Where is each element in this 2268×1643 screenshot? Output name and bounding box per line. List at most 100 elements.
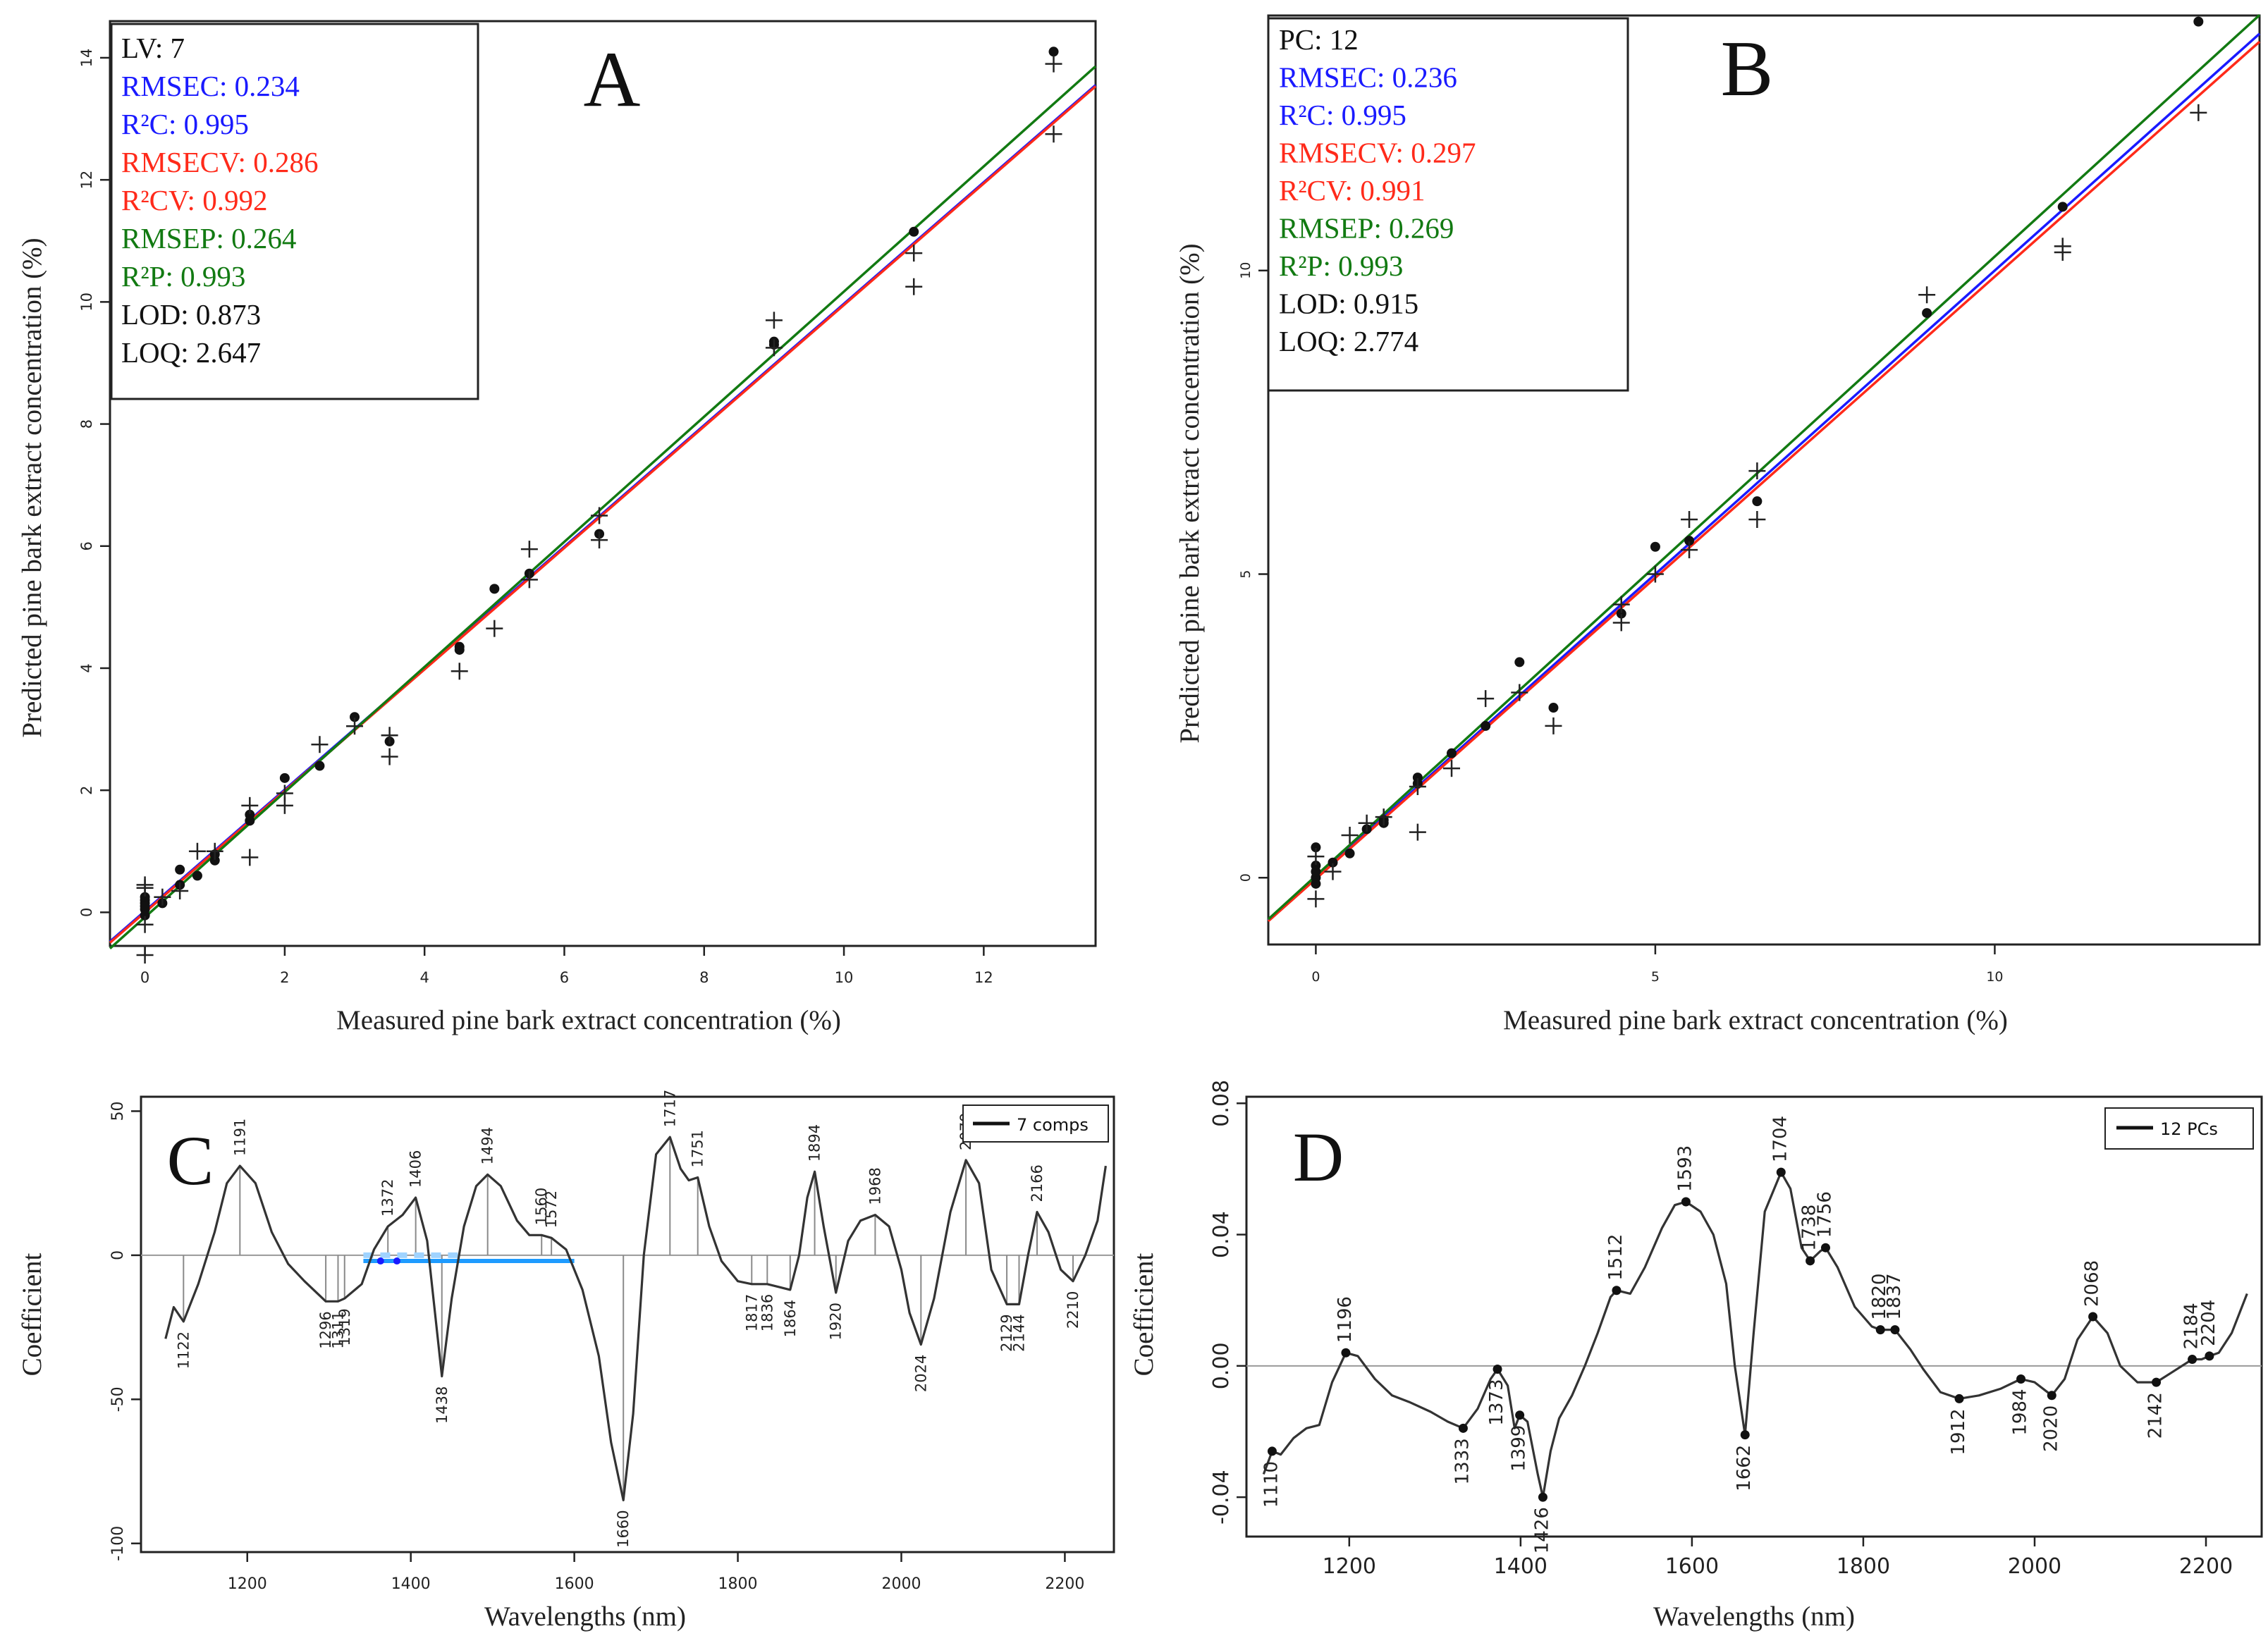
- panel-a: 0 2 4 6 8 10 12 0 2 4 6 8 10 12 14 LV: 7 RMSEC: 0.234 R²…: [17, 20, 1097, 1035]
- scatter-point-plus: [765, 312, 783, 329]
- scatter-point-dot: [1311, 842, 1321, 853]
- x-tick-label-c: 1200: [228, 1575, 267, 1593]
- stat-line: LOD: 0.873: [121, 298, 261, 331]
- peak-label: 2129: [998, 1314, 1015, 1351]
- peak-label: 2210: [1065, 1291, 1081, 1329]
- plot-frame-c: [140, 1095, 1115, 1553]
- scatter-point-plus: [1375, 808, 1392, 826]
- peak-label: 1438: [434, 1386, 450, 1424]
- peak-label: 1373: [1486, 1379, 1507, 1426]
- scatter-point-dot: [454, 644, 465, 655]
- peak-label: 1756: [1814, 1191, 1835, 1238]
- highlight-dot: [393, 1257, 400, 1265]
- scatter-point-plus: [136, 916, 154, 933]
- x-axis-title-a: Measured pine bark extract concentration…: [336, 1005, 841, 1035]
- y-tick-label-b: 5: [1238, 570, 1253, 578]
- peak-label: 1311: [329, 1311, 346, 1348]
- y-tick-label-a: 14: [78, 49, 95, 68]
- x-tick-label-d: 2200: [2179, 1554, 2233, 1579]
- scatter-point-plus: [1748, 462, 1766, 480]
- y-tick-label-b: 10: [1238, 262, 1253, 279]
- y-tick-label-d: 0.08: [1209, 1080, 1234, 1127]
- peak-label: 1406: [407, 1150, 424, 1188]
- peak-label: 1319: [336, 1308, 353, 1346]
- peak-point: [1954, 1393, 1964, 1403]
- x-tick-label-b: 10: [1986, 969, 2003, 985]
- scatter-point-dot: [175, 864, 185, 875]
- stat-line: RMSEC: 0.234: [121, 70, 300, 102]
- x-tick-label-a: 4: [419, 969, 429, 986]
- peak-point: [2088, 1312, 2098, 1322]
- scatter-point-plus: [486, 620, 503, 637]
- peak-point: [1492, 1365, 1502, 1374]
- stat-line: LOD: 0.915: [1279, 288, 1418, 320]
- stat-line: R²P: 0.993: [121, 260, 245, 293]
- stat-line: LV: 7: [121, 32, 185, 64]
- peak-label: 1717: [661, 1090, 678, 1127]
- scatter-point-plus: [1612, 596, 1630, 613]
- legend-d: 12 PCs: [2104, 1107, 2254, 1150]
- scatter-point-dot: [1481, 720, 1491, 731]
- peak-label: 1968: [866, 1167, 883, 1205]
- scatter-point-plus: [136, 946, 154, 964]
- x-tick-label-c: 2000: [881, 1575, 921, 1593]
- peak-point: [1612, 1286, 1622, 1296]
- scatter-point-plus: [171, 882, 189, 900]
- peak-label: 1836: [759, 1294, 776, 1331]
- peak-point: [1806, 1256, 1815, 1266]
- peak-point: [1538, 1492, 1547, 1502]
- scatter-point-plus: [1307, 890, 1325, 908]
- scatter-point-plus: [1918, 286, 1936, 304]
- x-tick-label-d: 1400: [1494, 1554, 1547, 1579]
- scatter-point-plus: [1511, 684, 1528, 701]
- scatter-point-plus: [154, 888, 171, 906]
- peak-label: 1864: [782, 1300, 799, 1337]
- panel-label-d: D: [1293, 1118, 1344, 1196]
- plot-frame-d: [1245, 1095, 2263, 1538]
- peak-label: 1110: [1261, 1461, 1282, 1508]
- stat-line: LOQ: 2.774: [1279, 325, 1418, 357]
- peak-label: 2184: [2181, 1303, 2202, 1349]
- peak-label: 2144: [1010, 1314, 1027, 1351]
- peak-point: [1267, 1446, 1277, 1456]
- scatter-point-plus: [2190, 104, 2207, 121]
- scatter-point-dot: [350, 712, 360, 722]
- peak-point: [2016, 1374, 2026, 1384]
- panel-label-c: C: [167, 1121, 214, 1200]
- x-tick-label-a: 0: [140, 969, 149, 986]
- x-tick-label-d: 2000: [2008, 1554, 2061, 1579]
- stats-box-b: [1267, 17, 1629, 392]
- legend-label-d: 12 PCs: [2160, 1119, 2218, 1139]
- stat-line: RMSEC: 0.236: [1279, 61, 1457, 94]
- scatter-point-plus: [1681, 510, 1698, 528]
- axis-ticks-b: 0 5 10 0 5 10: [1238, 262, 2004, 985]
- scatter-point-plus: [381, 727, 398, 744]
- scatter-point-dot: [909, 226, 919, 237]
- stat-line: R²CV: 0.992: [121, 184, 267, 216]
- data-marks-a: [109, 47, 1097, 964]
- y-tick-label-b: 0: [1238, 873, 1253, 882]
- x-tick-label-a: 10: [835, 969, 854, 986]
- y-tick-label-a: 8: [78, 419, 95, 429]
- peak-label: 1820: [1869, 1273, 1890, 1319]
- stat-line: RMSECV: 0.297: [1279, 137, 1476, 169]
- scatter-point-plus: [381, 748, 398, 765]
- stats-box-a: [110, 23, 479, 400]
- axis-ticks-a: 0 2 4 6 8 10 12 0 2 4 6 8 10 12 14: [78, 49, 993, 986]
- stat-line: RMSEP: 0.269: [1279, 212, 1454, 245]
- peak-label: 2166: [1029, 1164, 1046, 1202]
- scatter-point-plus: [765, 339, 783, 357]
- scatter-point-plus: [2054, 243, 2071, 261]
- peak-point: [1458, 1423, 1468, 1433]
- scatter-point-plus: [136, 876, 154, 894]
- plot-frame-b: [1267, 14, 2261, 946]
- scatter-point-dot: [1311, 878, 1321, 889]
- y-tick-label-c: -100: [109, 1526, 127, 1561]
- scatter-point-plus: [591, 507, 608, 524]
- scatter-point-dot: [1650, 541, 1660, 552]
- scatter-point-dot: [1514, 657, 1525, 667]
- regression-line-cross-validation: [1267, 40, 2261, 923]
- peak-label: 2142: [2145, 1392, 2166, 1439]
- peak-label: 1122: [175, 1331, 192, 1369]
- y-tick-label-a: 4: [78, 663, 95, 672]
